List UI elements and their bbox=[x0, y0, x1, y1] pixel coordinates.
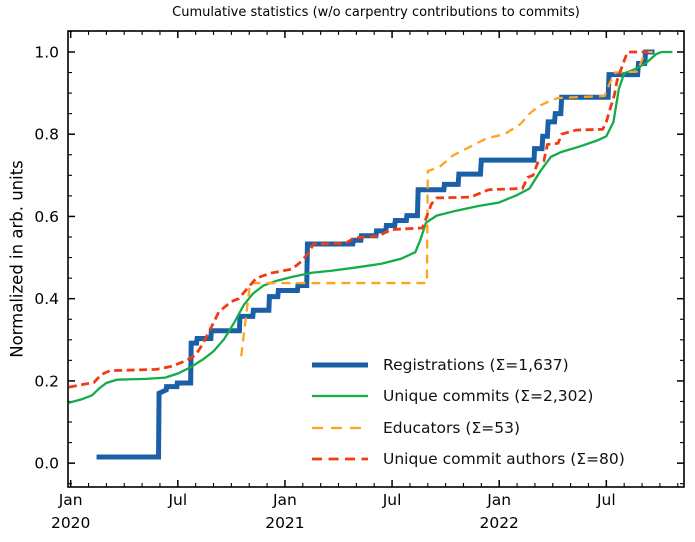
x-tick-label: Jul bbox=[596, 491, 616, 509]
chart-title: Cumulative statistics (w/o carpentry con… bbox=[172, 5, 580, 20]
legend-line-swatch bbox=[312, 395, 368, 398]
legend-line-swatch bbox=[312, 457, 368, 461]
series-line-unique-commits bbox=[68, 50, 673, 404]
y-tick-label: 0.0 bbox=[34, 455, 59, 473]
y-tick-label: 0.4 bbox=[34, 290, 59, 308]
legend-item-unique-commits: Unique commits (Σ=2,302) bbox=[311, 381, 625, 413]
x-tick-label: Jul bbox=[167, 491, 187, 509]
legend-item-unique-commit-authors: Unique commit authors (Σ=80) bbox=[311, 444, 625, 476]
series-line-unique-commit-authors bbox=[68, 50, 649, 389]
legend-label: Unique commits (Σ=2,302) bbox=[383, 387, 594, 406]
x-tick-label: Jan bbox=[486, 491, 511, 509]
x-tick-label: Jul bbox=[382, 491, 402, 509]
legend-item-registrations: Registrations (Σ=1,637) bbox=[311, 349, 625, 381]
legend-line-swatch bbox=[312, 426, 368, 429]
x-tick-year-label: 2022 bbox=[479, 514, 518, 532]
legend-label: Unique commit authors (Σ=80) bbox=[383, 450, 625, 469]
legend-label: Educators (Σ=53) bbox=[383, 418, 521, 437]
legend: Registrations (Σ=1,637) Unique commits (… bbox=[311, 349, 625, 475]
y-tick-label: 1.0 bbox=[34, 43, 59, 61]
y-tick-label: 0.2 bbox=[34, 372, 59, 390]
legend-label: Registrations (Σ=1,637) bbox=[383, 355, 569, 374]
x-tick-year-label: 2021 bbox=[265, 514, 304, 532]
axes-frame bbox=[67, 30, 685, 488]
x-tick-year-label: 2020 bbox=[51, 514, 90, 532]
legend-item-educators: Educators (Σ=53) bbox=[311, 412, 625, 444]
series-line-educators bbox=[240, 50, 653, 357]
x-tick-label: Jan bbox=[58, 491, 83, 509]
legend-line-swatch bbox=[312, 362, 368, 368]
x-tick-label: Jan bbox=[272, 491, 297, 509]
y-tick-label: 0.6 bbox=[34, 208, 59, 226]
y-tick-label: 0.8 bbox=[34, 126, 59, 144]
series-line-registrations- bbox=[96, 49, 655, 460]
